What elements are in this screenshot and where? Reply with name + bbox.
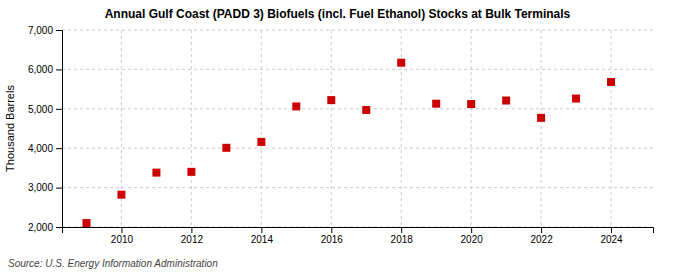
y-axis-title: Thousand Barrels [4,85,16,172]
y-tick: 7,000 [28,25,62,36]
x-tick: 2024 [600,227,623,245]
x-tick-label: 2014 [251,234,274,245]
x-axis: 2010 2012 2014 2016 2018 2020 2022 2024 [63,227,654,245]
y-tick-label: 5,000 [28,104,53,115]
y-tick-mark [56,30,62,31]
y-tick-mark [56,227,62,228]
grid-line [541,30,542,227]
y-tick: 6,000 [28,64,62,75]
grid-line [611,30,612,227]
x-tick-label: 2018 [391,234,414,245]
point [397,59,405,67]
y-tick-mark [56,148,62,149]
y-tick: 5,000 [28,104,62,115]
grid-line [62,187,653,188]
x-tick-label: 2016 [321,234,344,245]
y-tick-label: 6,000 [28,64,53,75]
point [467,100,475,108]
x-tick-label: 2020 [461,234,484,245]
x-tick-mark [331,227,332,233]
point [327,96,335,104]
grid-line [62,69,653,70]
point [362,106,370,114]
grid-line [191,30,192,227]
grid-line [62,148,653,149]
point [572,95,580,103]
x-tick: 2010 [111,227,134,245]
x-tick: 2018 [391,227,414,245]
y-tick: 2,000 [28,222,62,233]
grid-line [62,108,653,109]
x-tick: 2022 [530,227,553,245]
y-tick-mark [56,69,62,70]
point [607,78,615,86]
point [82,219,90,227]
grid [62,30,653,227]
point [222,144,230,152]
grid-line [62,30,653,31]
x-tick-label: 2024 [600,234,623,245]
y-tick-mark [56,188,62,189]
marks [82,59,615,227]
x-tick-mark [261,227,262,233]
plot: 2010 2012 2014 2016 2018 2020 2022 2024 2,000 3,0… [28,25,654,245]
x-tick-mark [541,227,542,233]
point [502,97,510,105]
grid-line [331,30,332,227]
x-tick: 2020 [461,227,484,245]
x-tick-mark [121,227,122,233]
x-tick: 2016 [321,227,344,245]
point [292,102,300,110]
y-tick-label: 7,000 [28,25,53,36]
x-tick-mark [471,227,472,233]
grid-line [471,30,472,227]
y-axis-line [56,31,63,228]
title: Annual Gulf Coast (PADD 3) Biofuels (inc… [105,7,571,21]
x-axis-line [63,228,654,234]
x-tick-label: 2010 [111,234,134,245]
point [152,169,160,177]
point [257,138,265,146]
x-tick: 2014 [251,227,274,245]
y-tick: 3,000 [28,182,62,193]
point [537,114,545,122]
chart: 2010 2012 2014 2016 2018 2020 2022 2024 2,000 3,0… [0,0,675,275]
x-tick-mark [401,227,402,233]
grid-line [261,30,262,227]
y-tick-mark [56,109,62,110]
y-tick-label: 2,000 [28,222,53,233]
point [432,100,440,108]
y-tick: 4,000 [28,143,62,154]
y-axis: 2,000 3,000 4,000 5,000 6,000 7,000 [28,25,63,233]
x-tick-mark [611,227,612,233]
y-tick-label: 4,000 [28,143,53,154]
annotation: Source: U.S. Energy Information Administ… [8,258,218,269]
x-tick-label: 2012 [181,234,204,245]
y-tick-label: 3,000 [28,182,53,193]
point [117,191,125,199]
x-tick: 2012 [181,227,204,245]
x-tick-mark [191,227,192,233]
point [187,168,195,176]
x-tick-label: 2022 [530,234,553,245]
